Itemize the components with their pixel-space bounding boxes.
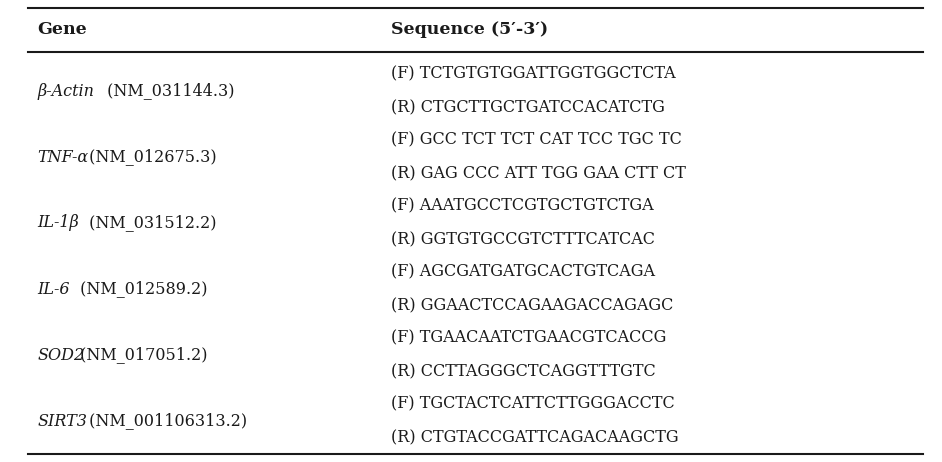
Text: SIRT3: SIRT3 <box>38 413 88 430</box>
Text: (F) GCC TCT TCT CAT TCC TGC TC: (F) GCC TCT TCT CAT TCC TGC TC <box>391 131 682 148</box>
Text: (F) TGAACAATCTGAACGTCACCG: (F) TGAACAATCTGAACGTCACCG <box>391 329 666 346</box>
Text: (NM_017051.2): (NM_017051.2) <box>74 346 207 364</box>
Text: (R) CTGTACCGATTCAGACAAGCTG: (R) CTGTACCGATTCAGACAAGCTG <box>391 430 678 447</box>
Text: (NM_012675.3): (NM_012675.3) <box>84 148 217 165</box>
Text: (R) GGAACTCCAGAAGACCAGAGC: (R) GGAACTCCAGAAGACCAGAGC <box>391 298 674 315</box>
Text: (R) GAG CCC ATT TGG GAA CTT CT: (R) GAG CCC ATT TGG GAA CTT CT <box>391 166 686 182</box>
Text: (F) TGCTACTCATTCTTGGGACCTC: (F) TGCTACTCATTCTTGGGACCTC <box>391 395 674 413</box>
Text: IL-1β: IL-1β <box>38 214 79 231</box>
Text: Gene: Gene <box>38 22 88 38</box>
Text: (NM_001106313.2): (NM_001106313.2) <box>84 413 247 430</box>
Text: (F) TCTGTGTGGATTGGTGGCTCTA: (F) TCTGTGTGGATTGGTGGCTCTA <box>391 65 675 82</box>
Text: (F) AAATGCCTCGTGCTGTCTGA: (F) AAATGCCTCGTGCTGTCTGA <box>391 197 654 214</box>
Text: IL-6: IL-6 <box>38 280 71 298</box>
Text: (R) GGTGTGCCGTCTTTCATCAC: (R) GGTGTGCCGTCTTTCATCAC <box>391 231 655 249</box>
Text: (F) AGCGATGATGCACTGTCAGA: (F) AGCGATGATGCACTGTCAGA <box>391 263 655 280</box>
Text: (NM_031512.2): (NM_031512.2) <box>84 214 217 231</box>
Text: (R) CCTTAGGGCTCAGGTTTGTC: (R) CCTTAGGGCTCAGGTTTGTC <box>391 364 656 381</box>
Text: (R) CTGCTTGCTGATCCACATCTG: (R) CTGCTTGCTGATCCACATCTG <box>391 100 665 117</box>
Text: TNF-α: TNF-α <box>38 148 89 165</box>
Text: β-Actin: β-Actin <box>38 83 94 99</box>
Text: Sequence (5′-3′): Sequence (5′-3′) <box>391 22 548 38</box>
Text: SOD2: SOD2 <box>38 346 85 364</box>
Text: (NM_031144.3): (NM_031144.3) <box>103 83 235 99</box>
Text: (NM_012589.2): (NM_012589.2) <box>74 280 207 298</box>
